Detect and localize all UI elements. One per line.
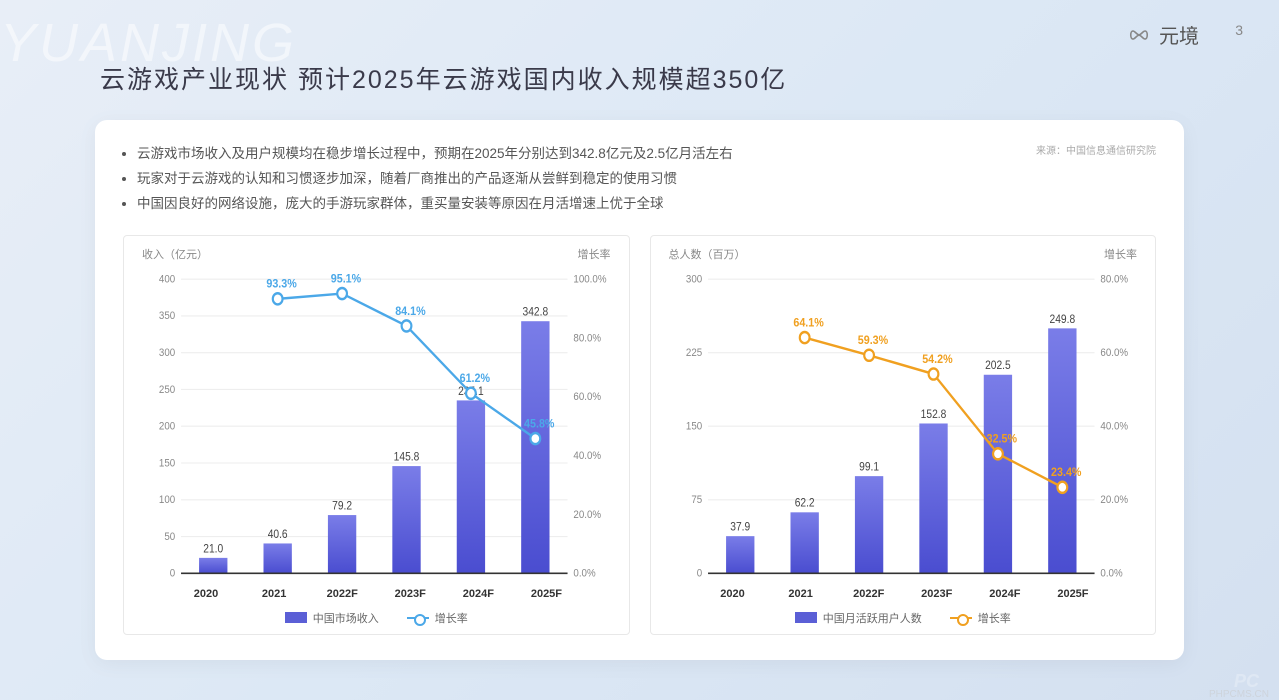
y2-axis-label: 增长率 [578, 246, 611, 262]
svg-text:20.0%: 20.0% [1100, 495, 1128, 507]
svg-text:45.8%: 45.8% [524, 418, 554, 431]
legend-bar-label: 中国市场收入 [313, 610, 379, 626]
title-part1: 云游戏产业现状 [100, 66, 289, 94]
svg-text:23.4%: 23.4% [1051, 466, 1081, 479]
svg-text:20.0%: 20.0% [573, 509, 601, 521]
legend-line: 增长率 [407, 610, 468, 626]
svg-text:60.0%: 60.0% [573, 392, 601, 404]
svg-text:249.8: 249.8 [1049, 313, 1075, 326]
svg-text:62.2: 62.2 [794, 497, 814, 510]
svg-text:0.0%: 0.0% [1100, 568, 1122, 580]
legend-line-label: 增长率 [435, 610, 468, 626]
revenue-chart-svg: 0 50 100 150 200 250 300 350 400 0.0% 20.0% 40.0% 60… [142, 268, 611, 580]
y1-axis-label: 收入（亿元） [142, 246, 208, 262]
brand-logo: 元境 [1127, 20, 1199, 49]
svg-text:40.6: 40.6 [268, 528, 288, 541]
svg-text:79.2: 79.2 [332, 500, 352, 513]
users-chart: 总人数（百万） 增长率 0 75 150 225 300 0.0% 20.0% 40.0% 60… [650, 235, 1157, 635]
swatch-line-icon [407, 617, 429, 619]
bullet-item: 云游戏市场收入及用户规模均在稳步增长过程中，预期在2025年分别达到342.8亿… [137, 142, 1156, 167]
brand-text: 元境 [1159, 20, 1199, 49]
svg-text:60.0%: 60.0% [1100, 347, 1128, 359]
svg-text:93.3%: 93.3% [266, 278, 296, 291]
y1-axis-label: 总人数（百万） [669, 246, 746, 262]
svg-text:99.1: 99.1 [859, 461, 879, 474]
infinity-icon [1127, 23, 1151, 47]
svg-text:145.8: 145.8 [394, 451, 420, 464]
svg-text:64.1%: 64.1% [793, 317, 823, 330]
users-chart-legend: 中国月活跃用户人数 增长率 [669, 610, 1138, 626]
content-card: 来源：中国信息通信研究院 云游戏市场收入及用户规模均在稳步增长过程中，预期在20… [95, 120, 1184, 660]
bullet-list: 云游戏市场收入及用户规模均在稳步增长过程中，预期在2025年分别达到342.8亿… [123, 142, 1156, 217]
svg-text:100: 100 [159, 495, 175, 507]
svg-text:150: 150 [685, 421, 701, 433]
page-number: 3 [1235, 22, 1243, 38]
revenue-chart-categories: 202020212022F2023F2024F2025F [142, 588, 611, 600]
svg-text:202.5: 202.5 [985, 360, 1011, 373]
svg-text:100.0%: 100.0% [573, 274, 606, 286]
swatch-icon [285, 612, 307, 623]
svg-text:300: 300 [159, 347, 175, 359]
revenue-chart: 收入（亿元） 增长率 0 50 100 150 200 250 300 350 400 0.0% 2… [123, 235, 630, 635]
svg-text:80.0%: 80.0% [573, 333, 601, 345]
y2-axis-label: 增长率 [1104, 246, 1137, 262]
svg-text:50: 50 [164, 531, 175, 543]
swatch-icon [795, 612, 817, 623]
svg-text:152.8: 152.8 [920, 408, 946, 421]
svg-text:54.2%: 54.2% [922, 353, 952, 366]
svg-text:32.5%: 32.5% [986, 433, 1016, 446]
svg-text:150: 150 [159, 458, 175, 470]
svg-text:0.0%: 0.0% [573, 568, 595, 580]
svg-text:95.1%: 95.1% [331, 273, 361, 286]
users-chart-svg: 0 75 150 225 300 0.0% 20.0% 40.0% 60.0% 80.0% 37.9… [669, 268, 1138, 580]
bullet-item: 中国因良好的网络设施，庞大的手游玩家群体，重买量安装等原因在月活增速上优于全球 [137, 192, 1156, 217]
revenue-chart-legend: 中国市场收入 增长率 [142, 610, 611, 626]
legend-bar: 中国市场收入 [285, 610, 379, 626]
svg-text:250: 250 [159, 384, 175, 396]
svg-text:300: 300 [685, 274, 701, 286]
swatch-line-icon [950, 617, 972, 619]
svg-text:342.8: 342.8 [523, 306, 549, 319]
svg-text:0: 0 [170, 568, 176, 580]
svg-text:350: 350 [159, 311, 175, 323]
svg-text:225: 225 [685, 347, 701, 359]
users-chart-categories: 202020212022F2023F2024F2025F [669, 588, 1138, 600]
svg-text:37.9: 37.9 [730, 521, 750, 534]
title-part2: 预计2025年云游戏国内收入规模超350亿 [298, 66, 787, 94]
svg-text:75: 75 [691, 495, 702, 507]
legend-bar: 中国月活跃用户人数 [795, 610, 922, 626]
footer-url: PHPCMS.CN [1209, 689, 1269, 700]
svg-text:61.2%: 61.2% [460, 372, 490, 385]
svg-text:0: 0 [696, 568, 702, 580]
data-source: 来源：中国信息通信研究院 [1036, 142, 1156, 157]
legend-line-label: 增长率 [978, 610, 1011, 626]
charts-row: 收入（亿元） 增长率 0 50 100 150 200 250 300 350 400 0.0% 2… [123, 235, 1156, 635]
svg-text:40.0%: 40.0% [1100, 421, 1128, 433]
svg-text:59.3%: 59.3% [857, 334, 887, 347]
legend-line: 增长率 [950, 610, 1011, 626]
page-title: 云游戏产业现状 预计2025年云游戏国内收入规模超350亿 [100, 60, 787, 96]
svg-text:40.0%: 40.0% [573, 450, 601, 462]
svg-text:21.0: 21.0 [203, 543, 223, 556]
bullet-item: 玩家对于云游戏的认知和习惯逐步加深，随着厂商推出的产品逐渐从尝鲜到稳定的使用习惯 [137, 167, 1156, 192]
svg-text:84.1%: 84.1% [395, 305, 425, 318]
svg-text:80.0%: 80.0% [1100, 274, 1128, 286]
svg-text:200: 200 [159, 421, 175, 433]
svg-text:400: 400 [159, 274, 175, 286]
legend-bar-label: 中国月活跃用户人数 [823, 610, 922, 626]
